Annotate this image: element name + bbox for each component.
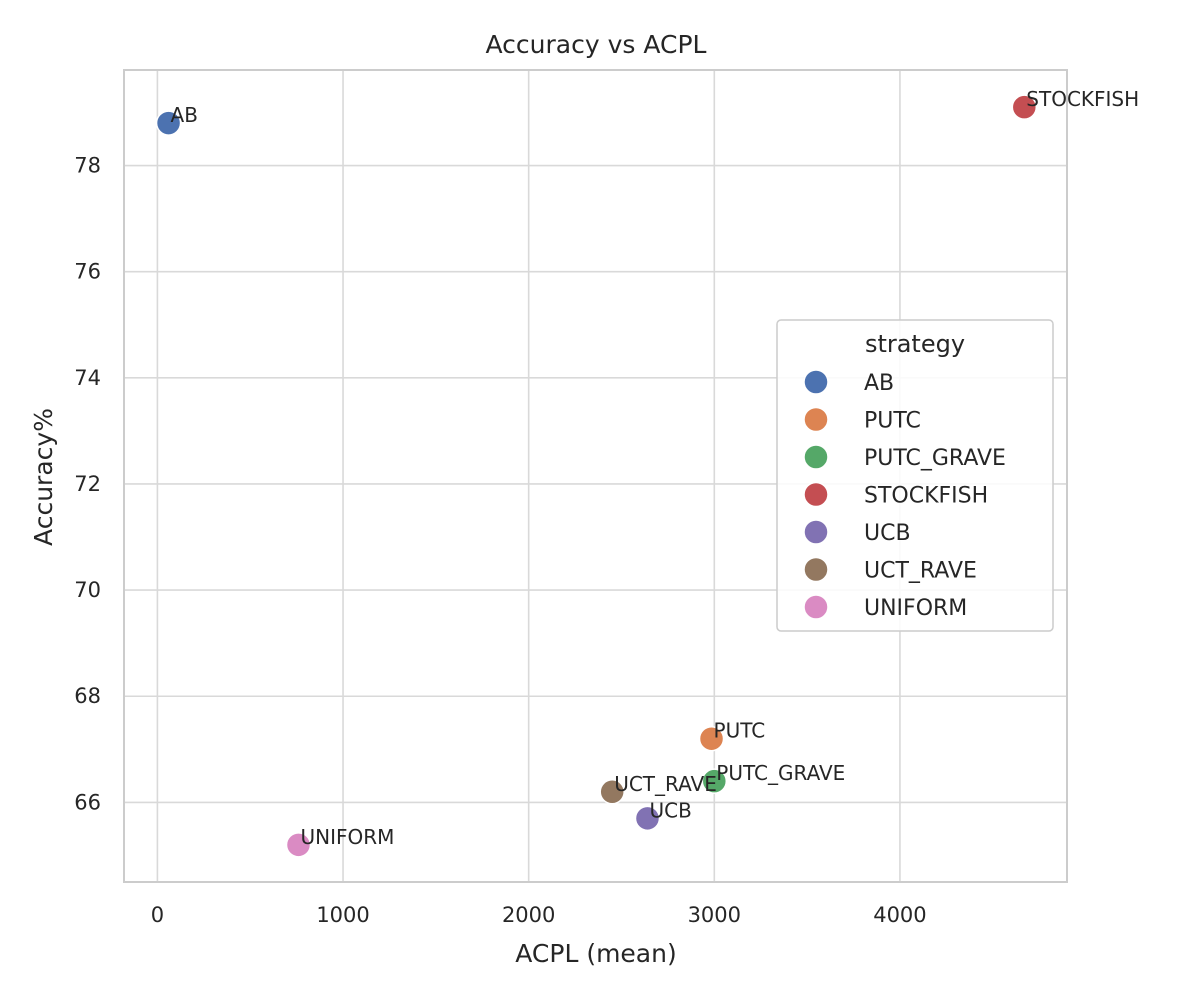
legend-label: PUTC_GRAVE: [864, 446, 1006, 471]
y-axis-label: Accuracy%: [29, 408, 58, 546]
legend-label: UCB: [864, 521, 911, 546]
x-tick-label: 1000: [316, 903, 369, 927]
legend-label: UNIFORM: [864, 596, 967, 621]
chart-title: Accuracy vs ACPL: [486, 30, 707, 59]
x-axis-label: ACPL (mean): [515, 939, 676, 968]
legend-label: STOCKFISH: [864, 484, 988, 509]
point-label: UNIFORM: [300, 825, 394, 849]
point-label: PUTC: [714, 719, 766, 743]
point-uniform: [285, 832, 312, 858]
point-ucb: [634, 805, 661, 832]
legend-marker: [803, 481, 829, 508]
point-labels: ABPUTCPUTC_GRAVESTOCKFISHUCBUCT_RAVEUNIF…: [171, 87, 1140, 849]
y-tick-label: 72: [74, 472, 101, 496]
legend-items: AB PUTC PUTC_GRAVE STOCKFISH UCB UCT_RAVE UNIF…: [803, 369, 1006, 621]
point-label: AB: [171, 103, 198, 127]
legend-marker: [803, 369, 829, 395]
y-tick-labels: 66 68 70 72 74 76 78: [74, 154, 101, 815]
legend-label: PUTC: [864, 409, 921, 434]
legend-label: UCT_RAVE: [864, 559, 977, 584]
legend-marker: [803, 594, 829, 620]
point-label: UCT_RAVE: [614, 772, 717, 796]
legend: strategy AB PUTC PUTC_GRAVE STOCKFISH UCB UCT…: [776, 319, 1054, 632]
y-tick-label: 68: [74, 684, 101, 708]
x-tick-label: 4000: [873, 903, 926, 927]
point-label: UCB: [649, 798, 691, 822]
y-tick-label: 78: [74, 154, 101, 178]
point-ab: [155, 110, 182, 136]
legend-label: AB: [864, 371, 894, 396]
y-tick-label: 74: [74, 366, 101, 390]
point-stockfish: [1011, 94, 1038, 120]
legend-marker: [803, 406, 829, 433]
y-tick-label: 66: [74, 790, 101, 814]
legend-marker: [803, 519, 829, 545]
x-tick-label: 2000: [502, 903, 555, 927]
point-putc: [698, 725, 725, 752]
x-tick-label: 3000: [688, 903, 741, 927]
y-tick-label: 76: [74, 260, 101, 284]
y-tick-label: 70: [74, 578, 101, 602]
point-putc-grave: [701, 768, 728, 794]
legend-box: [776, 319, 1054, 632]
point-label: PUTC_GRAVE: [716, 761, 845, 785]
x-tick-label: 0: [151, 903, 164, 927]
x-tick-labels: 0 1000 2000 3000 4000: [151, 903, 927, 927]
legend-marker: [803, 444, 829, 470]
point-label: STOCKFISH: [1026, 87, 1139, 111]
plot-frame: [123, 69, 1068, 883]
data-points: [155, 94, 1038, 858]
point-uct-rave: [599, 779, 625, 805]
legend-marker: [803, 556, 829, 583]
legend-title: strategy: [865, 330, 965, 358]
